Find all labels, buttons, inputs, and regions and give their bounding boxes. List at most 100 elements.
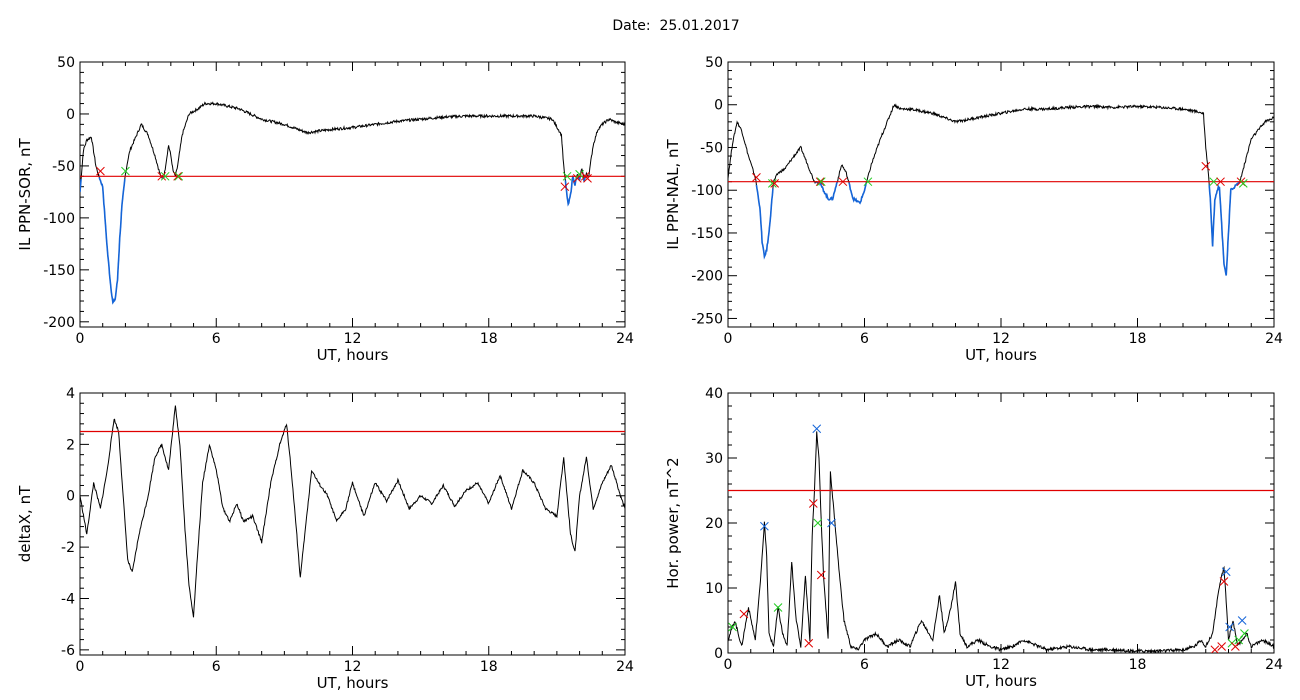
y-axis-label: IL PPN-NAL, nT	[664, 139, 682, 250]
event-marker	[121, 166, 130, 176]
event-marker	[773, 603, 783, 612]
event-marker	[739, 609, 749, 619]
event-marker	[760, 521, 769, 531]
below-threshold-line	[755, 181, 1241, 276]
x-tick-label: 18	[1129, 331, 1147, 347]
y-tick-label: 0	[66, 107, 75, 123]
event-marker	[1234, 635, 1244, 645]
page-title: Date: 25.01.2017	[0, 18, 1300, 34]
y-tick-label: -150	[691, 226, 723, 242]
x-tick-label: 12	[992, 331, 1010, 347]
event-marker	[1240, 629, 1249, 638]
panel-ppn-nal: 0 6 12 18 24 50 0 -50 -100 -150 -200 -250 UT, hours I…	[664, 55, 1283, 364]
event-marker	[560, 182, 570, 192]
y-tick-label: 0	[66, 489, 75, 505]
y-tick-label: -150	[43, 263, 75, 279]
event-marker	[1216, 177, 1225, 187]
x-tick-label: 6	[860, 657, 869, 673]
event-marker	[562, 171, 572, 181]
y-axis-label: Hor. power, nT^2	[664, 457, 682, 588]
y-tick-label: 0	[714, 646, 723, 662]
y-tick-label: -200	[691, 269, 723, 285]
x-tick-label: 18	[480, 331, 498, 347]
event-marker	[174, 171, 184, 181]
x-axis-label: UT, hours	[965, 346, 1037, 364]
y-axis-label: deltaX, nT	[16, 485, 34, 562]
y-tick-label: 30	[705, 451, 723, 467]
event-marker	[1217, 642, 1227, 651]
plot-frame	[727, 61, 1275, 328]
y-tick-label: -2	[61, 540, 75, 556]
y-tick-label: -100	[691, 183, 723, 199]
x-tick-label: 18	[480, 659, 498, 675]
x-axis-label: UT, hours	[317, 346, 389, 364]
y-tick-label: 4	[66, 386, 75, 402]
x-tick-label: 0	[724, 657, 733, 673]
x-tick-label: 6	[860, 331, 869, 347]
y-tick-label: 2	[66, 437, 75, 453]
date-value: 25.01.2017	[659, 18, 740, 34]
x-tick-label: 6	[212, 659, 221, 675]
y-axis-label: IL PPN-SOR, nT	[16, 138, 34, 251]
event-marker	[1237, 616, 1247, 625]
x-tick-label: 18	[1129, 657, 1147, 673]
event-marker	[1238, 179, 1248, 188]
x-axis-label: UT, hours	[317, 674, 389, 692]
event-marker	[808, 499, 818, 508]
event-marker	[157, 171, 167, 181]
x-axis-label: UT, hours	[965, 672, 1037, 690]
y-tick-label: 10	[705, 581, 723, 597]
y-tick-label: 40	[705, 386, 723, 402]
y-tick-label: 20	[705, 516, 723, 532]
x-tick-label: 12	[992, 657, 1010, 673]
x-tick-label: 0	[724, 331, 733, 347]
y-tick-label: -100	[43, 211, 75, 227]
event-marker	[815, 177, 825, 187]
series-line	[80, 405, 625, 618]
event-marker	[768, 179, 777, 188]
event-marker	[1201, 161, 1211, 171]
event-marker	[1210, 645, 1220, 653]
x-tick-label: 0	[76, 659, 85, 675]
event-marker	[1225, 622, 1234, 632]
panel-deltax: 0 6 12 18 24 4 2 0 -2 -4 -6 UT, hours deltaX, nT	[16, 386, 634, 692]
plot-area	[728, 103, 1274, 276]
x-tick-label: 12	[344, 659, 362, 675]
date-label: Date:	[612, 18, 651, 34]
series-line	[80, 101, 625, 304]
y-tick-label: -250	[691, 311, 723, 327]
below-threshold-line	[80, 175, 590, 305]
plot-frame	[727, 392, 1275, 654]
event-marker	[160, 171, 170, 181]
event-marker	[827, 518, 836, 528]
event-marker	[1230, 642, 1240, 651]
panel-ppn-sor: 0 6 12 18 24 50 0 -50 -100 -150 -200 UT, hours IL PP…	[16, 55, 634, 364]
y-tick-label: -50	[700, 140, 723, 156]
y-tick-label: -200	[43, 315, 75, 331]
plot-area	[728, 424, 1274, 653]
event-marker	[804, 638, 814, 648]
x-tick-label: 6	[212, 331, 221, 347]
event-marker	[173, 171, 182, 181]
event-marker	[1221, 567, 1231, 577]
event-marker	[752, 173, 761, 182]
event-marker	[1219, 577, 1229, 586]
event-marker	[863, 177, 873, 187]
panel-hor-power: 0 6 12 18 24 40 30 20 10 0 UT, hours Hor. power, nT…	[664, 386, 1283, 690]
event-marker	[812, 424, 822, 434]
event-marker	[770, 179, 779, 188]
event-marker	[1209, 177, 1219, 187]
event-marker	[572, 174, 582, 183]
series-line	[728, 103, 1274, 276]
y-tick-label: 0	[714, 98, 723, 114]
y-tick-label: -6	[61, 643, 75, 659]
event-marker	[816, 177, 826, 187]
x-tick-label: 0	[76, 331, 85, 347]
y-tick-label: -50	[52, 159, 75, 175]
event-marker	[728, 622, 737, 632]
y-tick-label: 50	[705, 55, 723, 71]
event-marker	[816, 570, 826, 580]
y-tick-label: -4	[61, 591, 75, 607]
x-tick-label: 24	[1265, 657, 1283, 673]
